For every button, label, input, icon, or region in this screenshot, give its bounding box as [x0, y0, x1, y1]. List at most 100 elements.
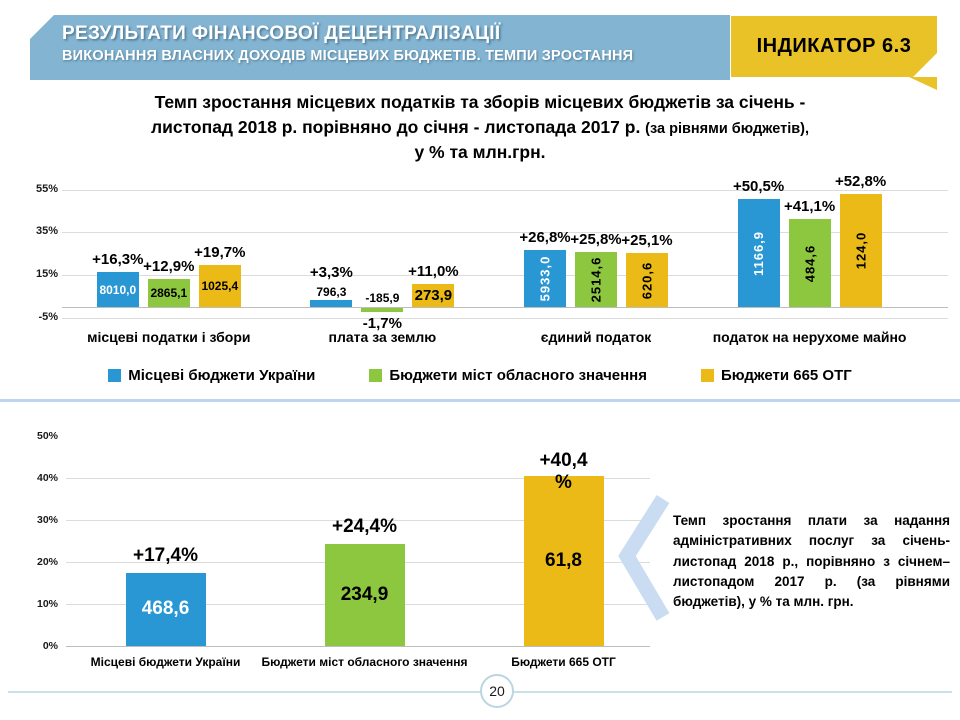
bar-value-label: 1025,4: [201, 278, 239, 293]
bar-value-label: -185,9: [365, 291, 400, 305]
bar: [361, 308, 404, 312]
indicator-label: ІНДИКАТОР 6.3: [756, 35, 912, 57]
bar: [125, 572, 206, 646]
bar-pct-label: -1,7%: [362, 314, 402, 332]
bar-value-label-wrap: 620,6: [626, 253, 668, 307]
bar: [310, 299, 353, 307]
category-label: місцеві податки і збори: [87, 329, 251, 345]
chevron-decoration: [618, 494, 670, 621]
bar-pct-label: +17,4%: [133, 544, 198, 566]
x-axis-line: [66, 646, 650, 647]
bar-pct-label: +25,1%: [621, 232, 673, 250]
legend-label: Бюджети 665 ОТГ: [721, 367, 852, 384]
bar: [839, 194, 882, 307]
bar-value-label: 273,9: [414, 286, 453, 304]
category-label: єдиний податок: [540, 329, 652, 345]
note-text: Темп зростання плати за надання адмініст…: [673, 513, 950, 609]
bar: [412, 283, 455, 307]
gridline: [62, 275, 948, 276]
bar-value-label: 796,3: [316, 284, 347, 299]
category-label: Бюджети 665 ОТГ: [511, 655, 616, 669]
section-divider: [0, 399, 960, 402]
bar: [524, 249, 566, 307]
bar-value-label-wrap: 484,6: [789, 219, 831, 307]
chart-title-line2-main: листопад 2018 р. порівняно до січня - ли…: [150, 116, 646, 137]
category-label: плата за землю: [328, 329, 437, 345]
legend-item: Місцеві бюджети України: [108, 367, 315, 384]
gridline: [66, 478, 650, 479]
y-tick-label: 40%: [36, 472, 58, 484]
bar: [575, 251, 617, 307]
bar-value-label: 620,6: [639, 261, 655, 299]
bar: [324, 543, 405, 646]
y-tick-label: 20%: [36, 556, 58, 568]
gridline: [62, 317, 948, 319]
y-tick-label: 50%: [36, 430, 58, 442]
legend-label: Бюджети міст обласного значення: [389, 367, 647, 384]
bar-pct-label: +3,3%: [309, 263, 353, 281]
bar: [147, 279, 190, 307]
y-tick-label: 35%: [35, 225, 58, 238]
bar-value-label-wrap: 2514,6: [575, 252, 617, 307]
bar: [788, 219, 831, 307]
chart-title-line3: у % та млн.грн.: [414, 141, 546, 162]
bar-value-label: 8010,0: [99, 282, 137, 297]
bar-value-label: 2865,1: [150, 286, 188, 301]
bar-pct-label: +11,0%: [408, 262, 459, 280]
bar-value-label: 2514,6: [588, 256, 604, 303]
top-chart: 55% 35% 15% -5% місцеві податки і збори плата…: [0, 165, 960, 365]
bar-value-label: 1166,9: [751, 230, 767, 276]
category-label: Бюджети міст обласного значення: [261, 655, 468, 669]
chart-title: Темп зростання місцевих податків та збор…: [0, 90, 960, 165]
y-tick-label: 55%: [35, 182, 58, 195]
page-number: 20: [489, 683, 505, 699]
x-axis-line: [62, 307, 948, 308]
category-label: Місцеві бюджети України: [90, 655, 241, 669]
legend-item: Бюджети міст обласного значення: [369, 367, 647, 384]
y-tick-label: 10%: [36, 598, 58, 610]
bar: [523, 476, 604, 646]
bar-value-label-wrap: 1166,9: [738, 199, 780, 307]
bar-value-label: 61,8: [545, 550, 582, 572]
legend-label: Місцеві бюджети України: [128, 367, 316, 384]
bar-value-label: 124,0: [853, 231, 869, 270]
banner-title: РЕЗУЛЬТАТИ ФІНАНСОВОЇ ДЕЦЕНТРАЛІЗАЦІЇ: [62, 23, 501, 44]
bar-value-label: 484,6: [802, 244, 818, 282]
header-banner: РЕЗУЛЬТАТИ ФІНАНСОВОЇ ДЕЦЕНТРАЛІЗАЦІЇ ВИ…: [30, 15, 730, 80]
bottom-chart: 0% 10% 20% 30% 40% 50% 468,6 +17,4% Місцеві бюдж…: [0, 415, 960, 677]
chart-title-line1: Темп зростання місцевих податків та збор…: [154, 92, 806, 112]
category-label: податок на нерухоме майно: [712, 329, 907, 345]
legend-swatch: [369, 369, 383, 382]
bar-value-label: 5933,0: [537, 255, 553, 302]
legend-swatch: [108, 369, 122, 382]
legend-item: Бюджети 665 ОТГ: [701, 367, 852, 384]
bar-pct-label: +16,3%: [92, 251, 144, 269]
y-tick-label: 15%: [35, 268, 58, 280]
banner-corner-fold-decoration: [30, 15, 54, 39]
bar-pct-label: +12,9%: [143, 258, 195, 276]
bar-pct-label: +41,1%: [783, 198, 836, 216]
bar-pct-label: +40,4 %: [539, 450, 588, 494]
indicator-corner-cut-decoration: [913, 53, 937, 77]
legend: Місцеві бюджети України Бюджети міст обла…: [0, 367, 960, 384]
bar: [626, 253, 668, 307]
bar-pct-label: +50,5%: [732, 178, 785, 196]
bar: [198, 264, 241, 307]
bar-pct-label: +25,8%: [570, 230, 622, 248]
gridline: [62, 232, 948, 234]
legend-swatch: [701, 369, 714, 382]
bar-value-label-wrap: 124,0: [840, 194, 882, 307]
bar-value-label: 234,9: [340, 583, 389, 605]
y-tick-label: -5%: [38, 310, 58, 323]
bar: [96, 272, 139, 307]
gridline: [66, 520, 650, 521]
bar: [737, 199, 780, 307]
chart-title-line2: листопад 2018 р. порівняно до січня - ли…: [0, 115, 960, 140]
y-tick-label: 0%: [42, 640, 58, 652]
chart-title-line2-small: (за рівнями бюджетів),: [645, 120, 810, 137]
y-tick-label: 30%: [36, 514, 58, 526]
bar-pct-label: +52,8%: [834, 173, 887, 191]
gridline: [62, 189, 948, 191]
indicator-corner-fold-decoration: [909, 77, 937, 90]
